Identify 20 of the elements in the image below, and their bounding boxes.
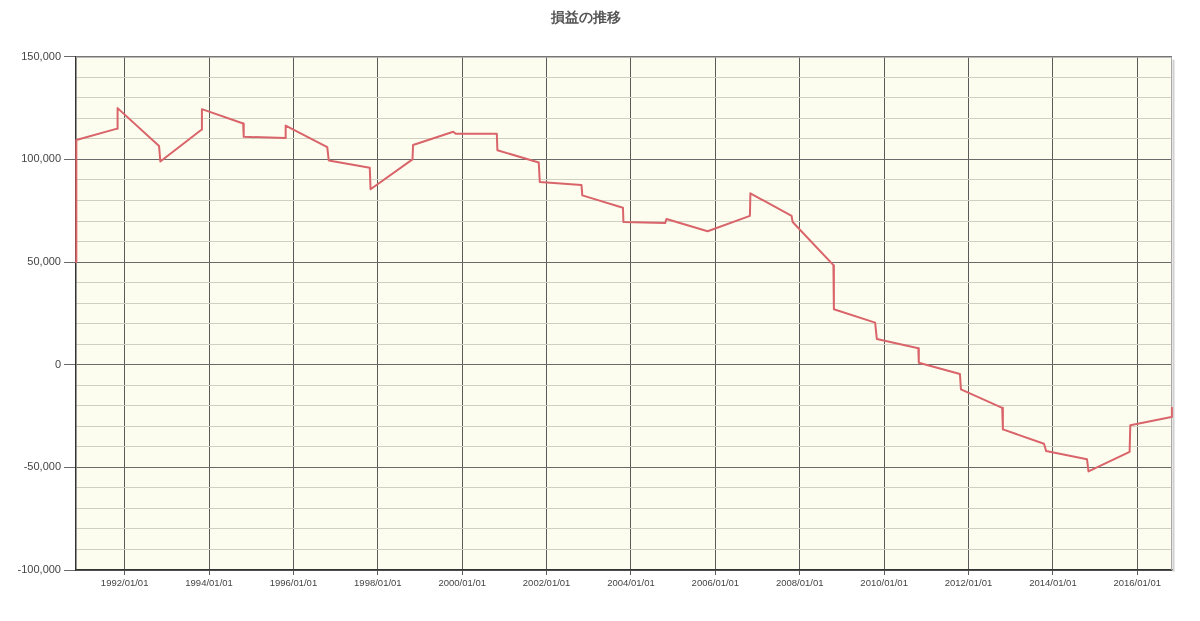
x-tick-label: 1994/01/01 xyxy=(185,577,233,589)
x-tick-label: 2004/01/01 xyxy=(607,577,655,589)
y-tick-label: 0 xyxy=(54,357,61,370)
y-tick-label: -50,000 xyxy=(23,460,61,473)
x-tick-label: 2010/01/01 xyxy=(860,577,908,589)
y-tick-label: 50,000 xyxy=(27,255,61,268)
x-tick-label: 2006/01/01 xyxy=(691,577,740,589)
chart-title: 損益の推移 xyxy=(550,9,621,26)
x-tick-label: 1998/01/01 xyxy=(354,577,402,589)
x-tick-label: 2014/01/01 xyxy=(1029,577,1077,589)
x-tick-label: 2012/01/01 xyxy=(944,577,993,589)
x-tick-label: 2008/01/01 xyxy=(775,577,824,589)
x-tick-label: 1996/01/01 xyxy=(269,577,318,589)
x-tick-label: 1992/01/01 xyxy=(100,577,149,589)
y-tick-label: -100,000 xyxy=(17,563,61,576)
y-tick-label: 100,000 xyxy=(21,152,61,165)
y-tick-label: 150,000 xyxy=(21,49,61,62)
x-tick-label: 2002/01/01 xyxy=(522,577,571,589)
x-tick-label: 2016/01/01 xyxy=(1113,577,1161,589)
x-tick-label: 2000/01/01 xyxy=(438,577,486,589)
